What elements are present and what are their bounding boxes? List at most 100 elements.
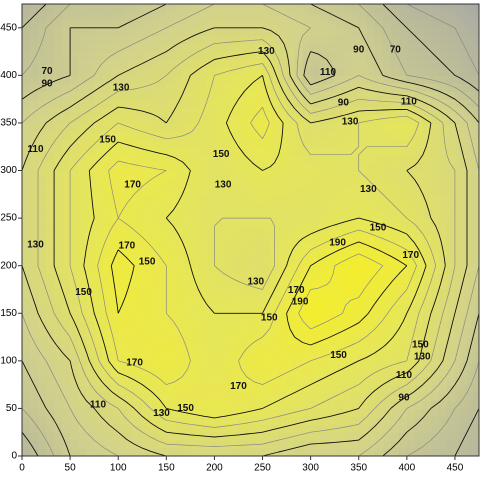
- cell: [358, 321, 368, 330]
- cell: [126, 400, 135, 410]
- cell: [466, 360, 472, 370]
- cell: [142, 107, 151, 116]
- cell: [110, 35, 119, 45]
- cell: [30, 265, 39, 275]
- cell: [222, 75, 232, 84]
- cell: [126, 67, 135, 76]
- cell: [302, 297, 312, 306]
- cell: [438, 289, 448, 299]
- cell: [350, 115, 360, 124]
- cell: [438, 35, 448, 45]
- cell: [430, 59, 440, 69]
- cell: [334, 59, 344, 69]
- cell: [94, 138, 103, 148]
- cell: [30, 257, 39, 267]
- cell: [278, 4, 288, 9]
- cell: [110, 352, 119, 362]
- cell: [422, 7, 432, 13]
- cell: [22, 170, 31, 180]
- cell: [238, 4, 248, 9]
- cell: [454, 122, 460, 132]
- cell: [474, 23, 479, 29]
- cell: [238, 305, 248, 314]
- cell: [406, 67, 416, 76]
- cell: [86, 313, 95, 322]
- cell: [182, 241, 191, 251]
- cell: [430, 273, 440, 283]
- cell: [398, 15, 408, 21]
- cell: [430, 7, 440, 13]
- cell: [22, 15, 31, 21]
- cell: [166, 384, 175, 394]
- cell: [474, 51, 479, 61]
- cell: [462, 202, 468, 211]
- cell: [38, 59, 47, 69]
- cell: [270, 115, 280, 124]
- cell: [270, 210, 280, 219]
- cell: [230, 162, 240, 172]
- cell: [270, 432, 280, 441]
- cell: [70, 265, 79, 275]
- cell: [142, 281, 151, 291]
- cell: [182, 67, 191, 76]
- cell: [246, 265, 256, 275]
- cell: [198, 194, 208, 203]
- cell: [94, 19, 103, 25]
- cell: [70, 376, 79, 386]
- cell: [30, 107, 39, 116]
- cell: [342, 130, 352, 140]
- cell: [214, 368, 224, 378]
- cell: [46, 408, 55, 417]
- cell: [238, 27, 248, 37]
- cell: [406, 115, 416, 124]
- contour-label: 150: [370, 222, 387, 233]
- cell: [310, 281, 320, 291]
- cell: [206, 115, 216, 124]
- cell: [326, 154, 336, 164]
- cell: [342, 4, 352, 9]
- cell: [430, 35, 440, 45]
- cell: [190, 15, 199, 21]
- cell: [366, 51, 376, 61]
- cell: [398, 67, 408, 76]
- cell: [62, 392, 71, 402]
- cell: [470, 305, 476, 314]
- cell: [446, 329, 456, 338]
- cell: [334, 257, 344, 267]
- cell: [102, 440, 111, 449]
- cell: [366, 432, 376, 441]
- cell: [358, 4, 368, 9]
- cell: [30, 329, 39, 338]
- cell: [390, 344, 400, 354]
- cell: [142, 51, 151, 61]
- cell: [62, 4, 71, 9]
- cell: [430, 448, 440, 456]
- cell: [358, 19, 368, 25]
- cell: [454, 115, 460, 124]
- cell: [38, 226, 47, 235]
- cell: [238, 75, 248, 84]
- cell: [214, 273, 224, 283]
- cell: [86, 249, 95, 259]
- cell: [30, 400, 39, 410]
- cell: [62, 400, 71, 410]
- cell: [150, 4, 159, 9]
- cell: [238, 210, 248, 219]
- cell: [446, 11, 456, 17]
- cell: [270, 122, 280, 132]
- cell: [382, 115, 392, 124]
- cell: [318, 344, 328, 354]
- cell: [182, 226, 191, 235]
- cell: [302, 416, 312, 425]
- cell: [422, 178, 432, 187]
- cell: [474, 337, 479, 346]
- cell: [294, 241, 304, 251]
- cell: [38, 43, 47, 53]
- cell: [470, 146, 476, 156]
- cell: [406, 170, 416, 180]
- cell: [294, 376, 304, 386]
- cell: [474, 4, 479, 9]
- cell: [238, 241, 248, 251]
- cell: [422, 186, 432, 195]
- cell: [310, 122, 320, 132]
